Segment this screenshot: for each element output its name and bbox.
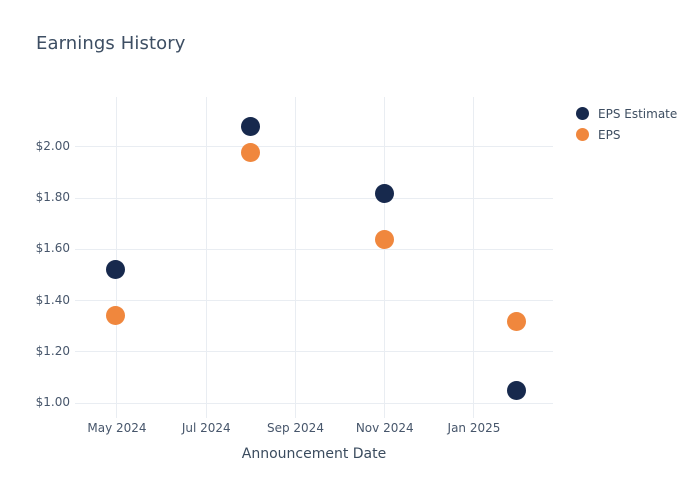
data-point-eps[interactable] <box>241 142 261 162</box>
y-tick-label: $1.00 <box>35 395 70 409</box>
x-axis-title: Announcement Date <box>241 446 387 462</box>
data-point-eps[interactable] <box>375 229 395 249</box>
x-gridline <box>116 97 118 418</box>
legend: EPS Estimate EPS <box>576 103 677 145</box>
x-gridline <box>205 97 207 418</box>
data-point-eps-estimate[interactable] <box>375 183 395 203</box>
y-gridline <box>75 402 553 404</box>
y-tick-label: $1.80 <box>35 190 70 205</box>
x-gridline <box>384 97 386 418</box>
x-gridline <box>473 97 475 418</box>
x-tick-label: Nov 2024 <box>355 421 414 435</box>
y-gridline <box>75 351 553 353</box>
x-gridline <box>294 97 296 418</box>
data-point-eps[interactable] <box>506 311 526 331</box>
chart-title: Earnings History <box>36 33 186 54</box>
y-gridline <box>75 146 553 148</box>
legend-label: EPS Estimate <box>598 106 678 121</box>
legend-marker-icon <box>576 128 589 141</box>
legend-item-eps[interactable]: EPS <box>576 124 677 145</box>
x-tick-label: Jul 2024 <box>181 421 231 435</box>
legend-label: EPS <box>598 127 621 142</box>
data-point-eps-estimate[interactable] <box>506 380 526 400</box>
x-tick-label: Jan 2025 <box>447 421 501 435</box>
y-gridline <box>75 300 553 302</box>
legend-marker-icon <box>576 107 589 120</box>
legend-item-eps-estimate[interactable]: EPS Estimate <box>576 103 677 124</box>
data-point-eps-estimate[interactable] <box>241 116 261 136</box>
x-tick-label: May 2024 <box>87 421 147 435</box>
data-point-eps-estimate[interactable] <box>105 260 125 280</box>
y-tick-label: $1.60 <box>35 241 70 256</box>
y-gridline <box>75 248 553 250</box>
y-tick-label: $2.00 <box>35 138 70 153</box>
data-point-eps[interactable] <box>105 306 125 326</box>
y-tick-label: $1.20 <box>35 343 70 358</box>
x-tick-label: Sep 2024 <box>266 421 324 435</box>
y-tick-label: $1.40 <box>35 292 70 307</box>
y-gridline <box>75 197 553 199</box>
plot-area: May 2024 Jul 2024 Sep 2024 Nov 2024 Jan 2025… <box>36 97 553 435</box>
